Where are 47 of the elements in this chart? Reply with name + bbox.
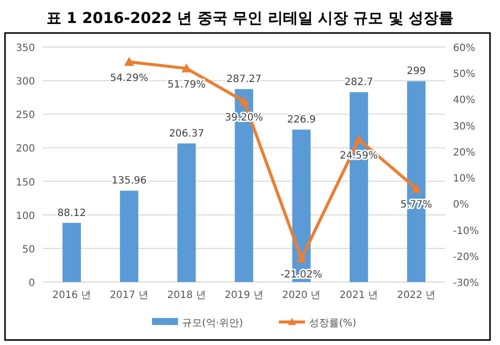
y-tick-label: 100 <box>16 210 35 222</box>
data-label: 135.96 <box>112 176 147 187</box>
point <box>124 56 134 66</box>
data-label: 24.59% <box>340 150 378 162</box>
data-label: 282.7 <box>344 77 374 88</box>
data-label: 206.37 <box>169 128 204 140</box>
point <box>182 63 192 72</box>
y-tick-label: 150 <box>16 177 35 188</box>
y-tick-label: 300 <box>16 76 35 88</box>
point <box>239 96 249 106</box>
y-tick-label: 50 <box>22 244 35 256</box>
data-label: 51.79% <box>168 79 206 90</box>
data-label: 88.12 <box>57 208 86 219</box>
x-tick-label: 2018 년 <box>167 290 206 301</box>
bar <box>120 190 138 282</box>
bar <box>177 143 196 282</box>
data-label: 54.29% <box>110 72 148 84</box>
y2-tick-label: 0% <box>453 200 469 211</box>
y-tick-label: 200 <box>16 144 35 155</box>
chart-title: 표 1 2016-2022 년 중국 무인 리테일 시장 규모 및 성장률 <box>46 9 454 27</box>
legend-label: 성장률(%) <box>308 318 356 329</box>
y2-tick-label: 10% <box>453 174 476 185</box>
x-tick-label: 2019 년 <box>224 290 264 301</box>
x-tick-label: 2016 년 <box>52 290 92 301</box>
y2-tick-label: 40% <box>453 95 476 106</box>
bar <box>62 222 81 282</box>
legend-label: 규모(억·위안) <box>182 318 244 329</box>
y2-tick-label: -20% <box>453 252 479 263</box>
y2-tick-label: 50% <box>453 69 476 80</box>
data-label: 299 <box>406 66 426 78</box>
y2-tick-label: -30% <box>453 278 479 289</box>
point <box>354 134 364 144</box>
point <box>411 184 422 193</box>
x-tick-label: 2020 년 <box>282 290 321 301</box>
point <box>296 254 306 263</box>
x-tick-label: 2017 년 <box>110 290 148 301</box>
y2-tick-label: -10% <box>453 226 479 237</box>
data-label: 226.9 <box>287 114 316 126</box>
x-tick-label: 2022 년 <box>396 290 436 301</box>
y2-tick-label: 60% <box>453 43 476 54</box>
y2-tick-label: 30% <box>453 121 476 132</box>
y-tick-label: 350 <box>16 43 35 54</box>
y-tick-label: 0 <box>28 278 35 289</box>
data-label: 287.27 <box>226 74 262 86</box>
y-tick-label: 250 <box>16 110 35 122</box>
x-tick-label: 2021 년 <box>340 290 378 301</box>
y2-tick-label: 20% <box>453 147 476 158</box>
